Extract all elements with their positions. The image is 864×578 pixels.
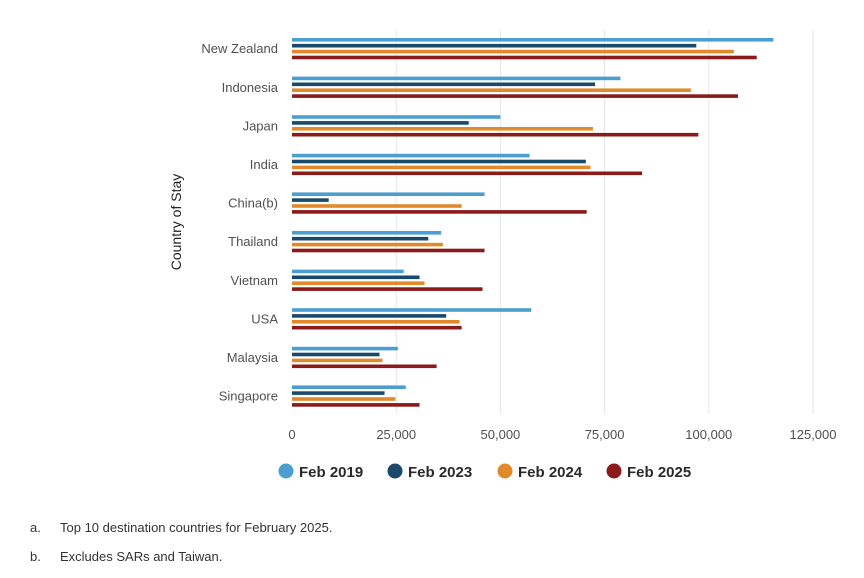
category-label: India	[250, 157, 279, 172]
bar	[292, 346, 398, 351]
bar	[292, 127, 593, 131]
category-labels: New Zealand Indonesia Japan India China(b) Th…	[201, 41, 278, 403]
bar	[292, 352, 380, 357]
legend-label: Feb 2023	[408, 464, 472, 481]
legend-label: Feb 2025	[627, 464, 691, 481]
bar	[292, 308, 532, 312]
bar	[292, 82, 596, 87]
legend-swatch	[387, 463, 403, 479]
x-tick-label: 125,000	[790, 427, 837, 442]
footnote-key: b.	[30, 549, 41, 564]
bar	[292, 231, 442, 235]
legend-swatch	[497, 463, 513, 479]
bar	[292, 159, 586, 164]
bar	[292, 403, 420, 407]
x-tick-label: 25,000	[376, 427, 416, 442]
bar	[292, 385, 406, 389]
bar	[292, 314, 447, 318]
bar	[292, 281, 425, 285]
footnote: b. Excludes SARs and Taiwan.	[30, 549, 332, 578]
category-label: New Zealand	[201, 41, 278, 56]
bar	[292, 275, 420, 280]
x-tick-label: 50,000	[481, 427, 521, 442]
footnote-key: a.	[30, 520, 41, 535]
footnote-text: Top 10 destination countries for Februar…	[60, 520, 333, 535]
category-label: Vietnam	[231, 273, 278, 288]
category-label: China(b)	[228, 196, 278, 211]
category-label: Japan	[243, 118, 278, 133]
legend-label: Feb 2024	[518, 464, 583, 481]
bar	[292, 287, 483, 291]
bar	[292, 38, 774, 42]
bar	[292, 269, 404, 274]
bar	[292, 236, 429, 241]
category-label: Singapore	[219, 389, 278, 404]
bar	[292, 391, 385, 395]
bar	[292, 121, 469, 125]
bar	[292, 94, 738, 98]
x-tick-label: 0	[288, 427, 295, 442]
x-tick-label: 100,000	[685, 427, 732, 442]
bar	[292, 248, 485, 253]
bar	[292, 55, 757, 60]
bar	[292, 192, 485, 196]
bar	[292, 320, 460, 324]
bar	[292, 210, 587, 214]
bar	[292, 76, 621, 81]
bar	[292, 115, 501, 119]
category-label: Thailand	[228, 234, 278, 249]
category-label: Indonesia	[222, 80, 279, 95]
bar	[292, 358, 383, 363]
bar	[292, 165, 591, 170]
x-tick-label: 75,000	[585, 427, 625, 442]
legend: Feb 2019 Feb 2023 Feb 2024 Feb 2025	[278, 463, 691, 481]
bar	[292, 242, 443, 247]
legend-swatch	[606, 463, 622, 479]
legend-swatch	[278, 463, 294, 479]
bar-chart: New Zealand Indonesia Japan India China(b) Th…	[168, 30, 837, 481]
bar	[292, 204, 462, 208]
bar	[292, 49, 734, 54]
footnote-text: Excludes SARs and Taiwan.	[60, 549, 223, 564]
category-label: Malaysia	[227, 350, 279, 365]
bar	[292, 132, 699, 137]
bars	[292, 38, 774, 407]
footnotes: a. Top 10 destination countries for Febr…	[30, 520, 332, 578]
y-axis-title: Country of Stay	[168, 174, 184, 271]
bar	[292, 325, 462, 330]
category-label: USA	[251, 311, 278, 326]
bar	[292, 153, 530, 158]
legend-label: Feb 2019	[299, 464, 363, 481]
x-tick-labels: 0 25,000 50,000 75,000 100,000 125,000	[288, 427, 836, 442]
bar	[292, 171, 643, 176]
bar	[292, 88, 691, 92]
bar	[292, 198, 329, 202]
bar	[292, 43, 697, 48]
bar	[292, 397, 396, 401]
bar	[292, 364, 437, 369]
footnote: a. Top 10 destination countries for Febr…	[30, 520, 332, 549]
gridlines	[395, 30, 814, 414]
